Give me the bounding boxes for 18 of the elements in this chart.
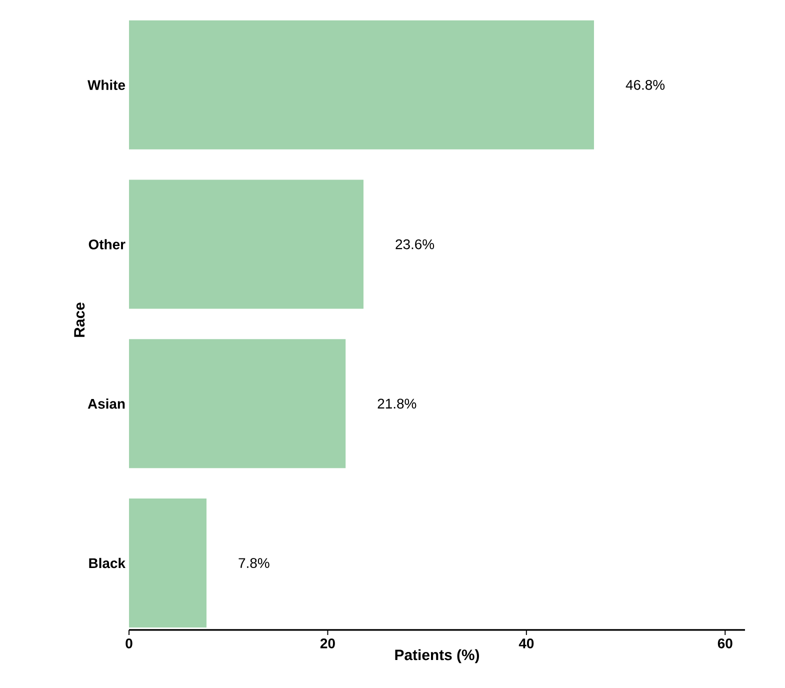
y-tick-label: Other: [88, 239, 126, 250]
bar: [129, 339, 346, 468]
y-axis-title: Race: [74, 302, 85, 337]
data-label: 7.8%: [238, 558, 270, 568]
bar: [129, 498, 207, 628]
y-tick-label: Black: [89, 558, 126, 568]
x-tick-label: 0: [126, 638, 132, 648]
x-tick-label: 20: [320, 638, 335, 648]
bar: [129, 180, 364, 309]
data-label: 21.8%: [378, 398, 416, 409]
x-tick-label: 60: [718, 638, 732, 648]
data-label: 46.8%: [626, 80, 665, 90]
data-label: 23.6%: [396, 239, 434, 250]
x-tick-label: 40: [518, 638, 534, 648]
bar: [129, 20, 594, 150]
y-tick-label: Asian: [88, 398, 125, 409]
x-axis-title: Patients (%): [395, 649, 480, 664]
y-tick-label: White: [88, 80, 126, 90]
